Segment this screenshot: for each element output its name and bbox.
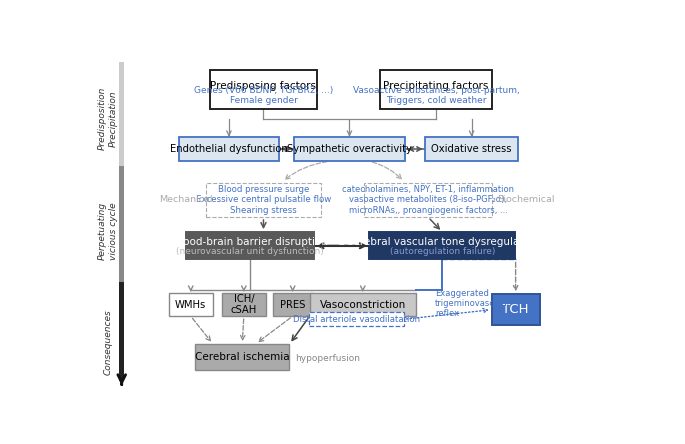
Text: catecholamines, NPY, ET-1, inflammation
vasoactive metabolites (8-iso-PGF₂α),
mi: catecholamines, NPY, ET-1, inflammation …	[342, 185, 514, 215]
Text: Perpetuating
vicious cycle: Perpetuating vicious cycle	[98, 202, 118, 260]
Text: Distal arteriole vasodilatation: Distal arteriole vasodilatation	[292, 315, 420, 324]
Text: Predisposition
Precipitation: Predisposition Precipitation	[98, 87, 118, 150]
FancyBboxPatch shape	[310, 293, 416, 316]
FancyBboxPatch shape	[380, 70, 492, 109]
Text: Genes (V66 BDNF, TGFBR2, ...)
Female gender: Genes (V66 BDNF, TGFBR2, ...) Female gen…	[194, 86, 333, 105]
Text: (neurovascular unit dysfunction): (neurovascular unit dysfunction)	[176, 247, 324, 257]
FancyBboxPatch shape	[210, 70, 316, 109]
Text: Biochemical: Biochemical	[497, 195, 555, 204]
FancyBboxPatch shape	[425, 137, 518, 161]
Text: hypoperfusion: hypoperfusion	[295, 354, 360, 363]
FancyBboxPatch shape	[222, 293, 266, 316]
Text: Cerebral vascular tone dysregulation: Cerebral vascular tone dysregulation	[346, 238, 539, 247]
Text: PRES: PRES	[280, 300, 306, 309]
Text: ICH/
cSAH: ICH/ cSAH	[231, 294, 257, 315]
Bar	[119, 62, 125, 166]
Text: Predisposing factors: Predisposing factors	[210, 81, 316, 91]
Text: Endothelial dysfunction: Endothelial dysfunction	[170, 144, 288, 154]
FancyBboxPatch shape	[309, 313, 403, 326]
Text: Blood pressure surge
Excessive central pulsatile flow
Shearing stress: Blood pressure surge Excessive central p…	[196, 185, 331, 215]
Text: Cerebral ischemia: Cerebral ischemia	[195, 352, 290, 362]
Text: (autoregulation failure): (autoregulation failure)	[390, 247, 495, 257]
Text: WMHs: WMHs	[175, 300, 206, 309]
Text: Vasoconstriction: Vasoconstriction	[320, 300, 406, 309]
FancyBboxPatch shape	[492, 294, 540, 325]
Bar	[119, 282, 125, 381]
Text: TCH: TCH	[502, 303, 529, 316]
FancyBboxPatch shape	[294, 137, 406, 161]
FancyBboxPatch shape	[364, 183, 492, 217]
FancyBboxPatch shape	[186, 232, 314, 259]
Text: Exaggerated
trigeminovascular
reflex: Exaggerated trigeminovascular reflex	[435, 289, 511, 318]
Bar	[119, 166, 125, 282]
Text: Oxidative stress: Oxidative stress	[432, 144, 512, 154]
FancyBboxPatch shape	[273, 293, 312, 316]
FancyBboxPatch shape	[206, 183, 321, 217]
Text: Mechanical: Mechanical	[159, 195, 212, 204]
Text: Precipitating factors: Precipitating factors	[384, 81, 488, 91]
Text: Blood-brain barrier disruption: Blood-brain barrier disruption	[173, 238, 327, 247]
Text: Sympathetic overactivity: Sympathetic overactivity	[287, 144, 412, 154]
Text: Consequences: Consequences	[103, 309, 112, 375]
FancyBboxPatch shape	[369, 232, 515, 259]
Text: Vasoactive substances, post-partum,
Triggers, cold weather: Vasoactive substances, post-partum, Trig…	[353, 86, 519, 105]
FancyBboxPatch shape	[179, 137, 279, 161]
FancyBboxPatch shape	[195, 344, 290, 370]
FancyBboxPatch shape	[169, 293, 213, 316]
